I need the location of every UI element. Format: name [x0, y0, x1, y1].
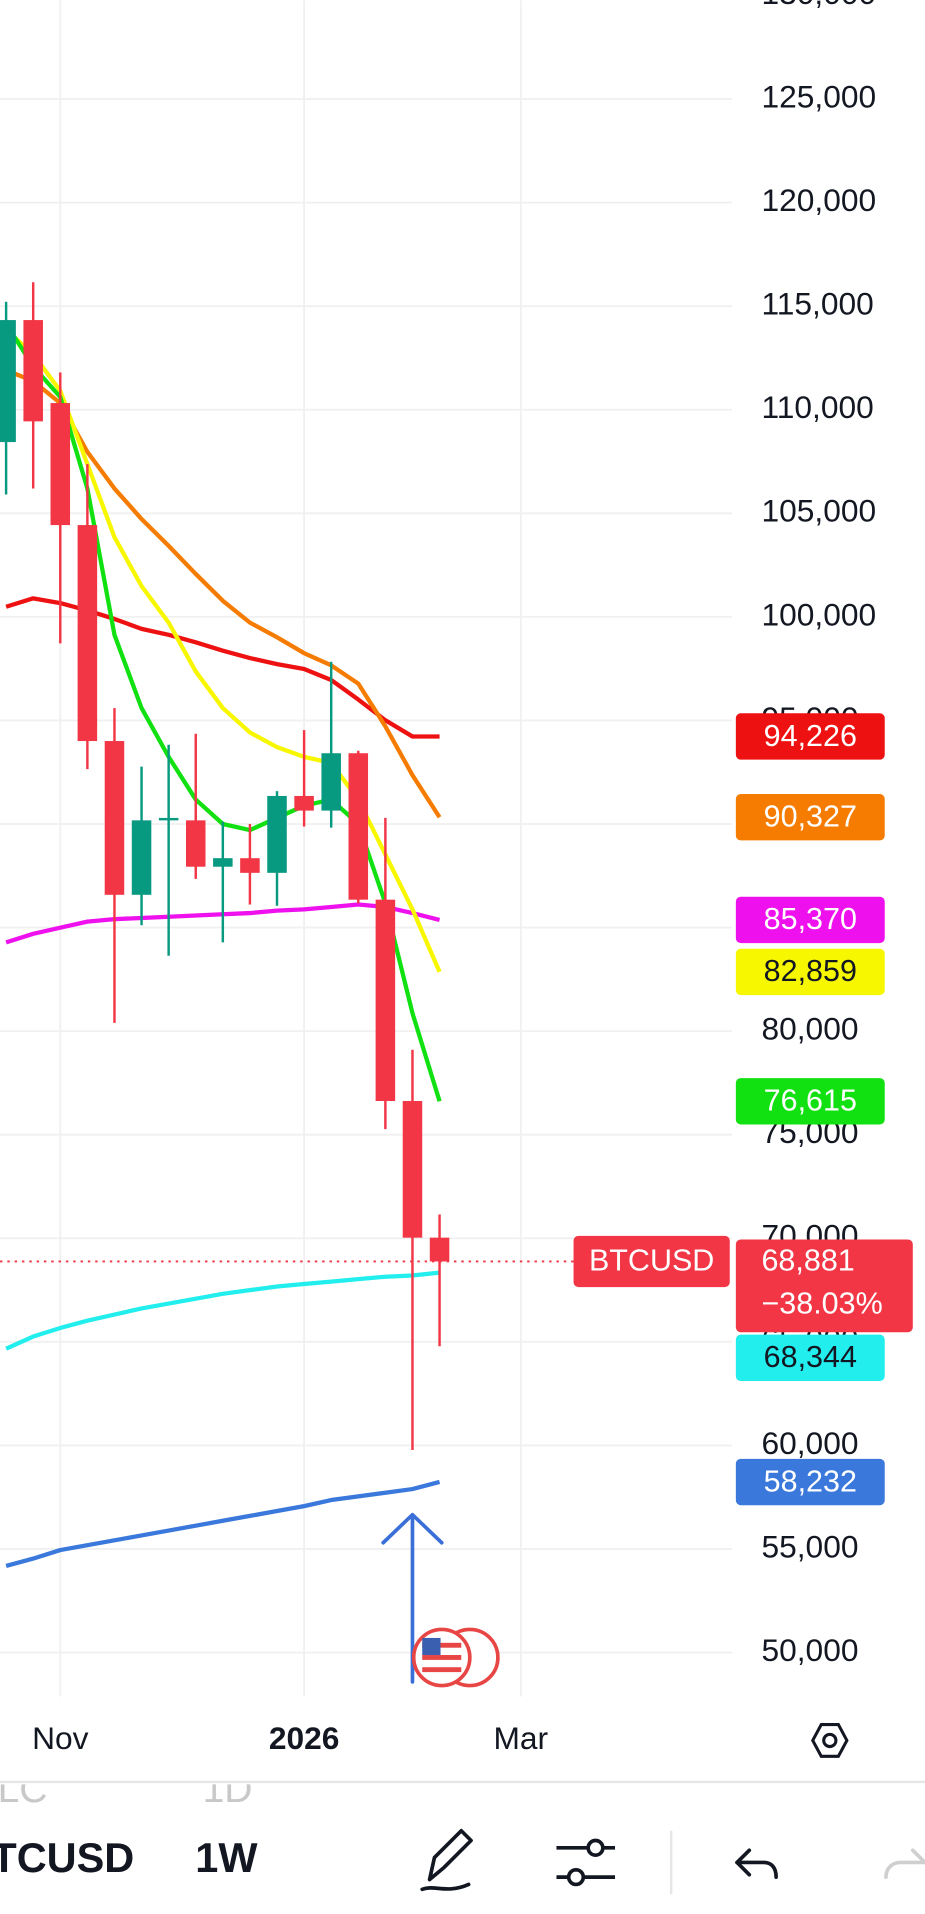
- value-tag: 76,615: [764, 1084, 857, 1118]
- candle-body: [321, 753, 341, 811]
- candle-body: [240, 858, 260, 873]
- symbol-tag-bg: [573, 1235, 730, 1288]
- settings-icon[interactable]: [810, 1723, 849, 1758]
- y-tick-label: 100,000: [761, 596, 876, 632]
- candle-body: [77, 525, 98, 742]
- y-tick-label: 60,000: [761, 1425, 858, 1461]
- value-tag: 94,226: [764, 719, 857, 753]
- y-tick-label: 80,000: [761, 1011, 858, 1047]
- candle-body: [131, 820, 152, 895]
- value-tag: 58,232: [764, 1464, 857, 1498]
- price-tags: BTCUSD 68,881 −38.03% 94,226 90,327 85,370 82,…: [0, 713, 913, 1506]
- candle-body: [213, 858, 233, 867]
- interval-button[interactable]: 1W: [195, 1834, 258, 1881]
- undo-icon[interactable]: [735, 1848, 778, 1879]
- y-tick-label: 110,000: [761, 389, 873, 425]
- candle-body: [185, 820, 206, 867]
- price-tag-bg: [735, 1239, 913, 1333]
- x-tick-label: 2026: [269, 1720, 340, 1756]
- draw-icon[interactable]: [420, 1828, 473, 1892]
- candle-body: [375, 899, 396, 1102]
- value-tag: 90,327: [764, 800, 857, 834]
- ma-line: [5, 596, 440, 739]
- value-tag-bg: [735, 713, 885, 760]
- redo-icon[interactable]: [884, 1848, 925, 1879]
- faded-item: LC: [0, 1768, 47, 1811]
- y-tick-label: 115,000: [761, 286, 873, 322]
- candle-body: [23, 320, 43, 422]
- candles: [0, 282, 450, 1450]
- value-tag: 68,344: [764, 1340, 857, 1374]
- y-tick-label: 55,000: [761, 1528, 858, 1564]
- candle-body: [0, 320, 16, 443]
- x-tick-label: Nov: [32, 1720, 89, 1756]
- indicator-lines: [4, 322, 442, 1568]
- value-tag-bg: [735, 896, 885, 944]
- value-tag: 82,859: [764, 954, 857, 988]
- value-tag-bg: [735, 1078, 885, 1125]
- price-tag-change: −38.03%: [761, 1286, 882, 1320]
- candle-body: [429, 1237, 450, 1262]
- y-tick-label: 125,000: [761, 78, 876, 114]
- faded-item: 1D: [203, 1768, 253, 1811]
- candle-body: [104, 741, 125, 895]
- candle-body: [402, 1101, 423, 1238]
- grid: [0, 0, 733, 1697]
- value-tag-bg: [735, 948, 885, 996]
- y-tick-label: 120,000: [761, 182, 876, 218]
- price-tag-value: 68,881: [761, 1244, 854, 1278]
- candle-body: [158, 817, 179, 821]
- candle-body: [294, 795, 314, 811]
- symbol-tag: BTCUSD: [589, 1244, 714, 1278]
- value-tag: 85,370: [764, 902, 857, 936]
- candle-body: [348, 753, 369, 900]
- value-tag-bg: [735, 1458, 885, 1506]
- value-tag-bg: [735, 794, 885, 841]
- x-axis: Nov 2026 Mar: [32, 1720, 548, 1756]
- candle-body: [50, 403, 71, 526]
- y-tick-label: 50,000: [761, 1632, 858, 1668]
- y-tick-label: 105,000: [761, 493, 876, 529]
- faded-intervals: LC 1D: [0, 1768, 253, 1811]
- candle-body: [267, 795, 287, 873]
- indicators-icon[interactable]: [556, 1838, 616, 1887]
- event-icons[interactable]: [411, 1627, 500, 1688]
- symbol-button[interactable]: BTCUSD: [0, 1834, 134, 1881]
- ma-line: [5, 1270, 440, 1351]
- x-tick-label: Mar: [494, 1720, 549, 1756]
- y-tick-label: 130,000: [761, 0, 876, 11]
- ma-line: [5, 1479, 441, 1568]
- value-tag-bg: [735, 1334, 885, 1382]
